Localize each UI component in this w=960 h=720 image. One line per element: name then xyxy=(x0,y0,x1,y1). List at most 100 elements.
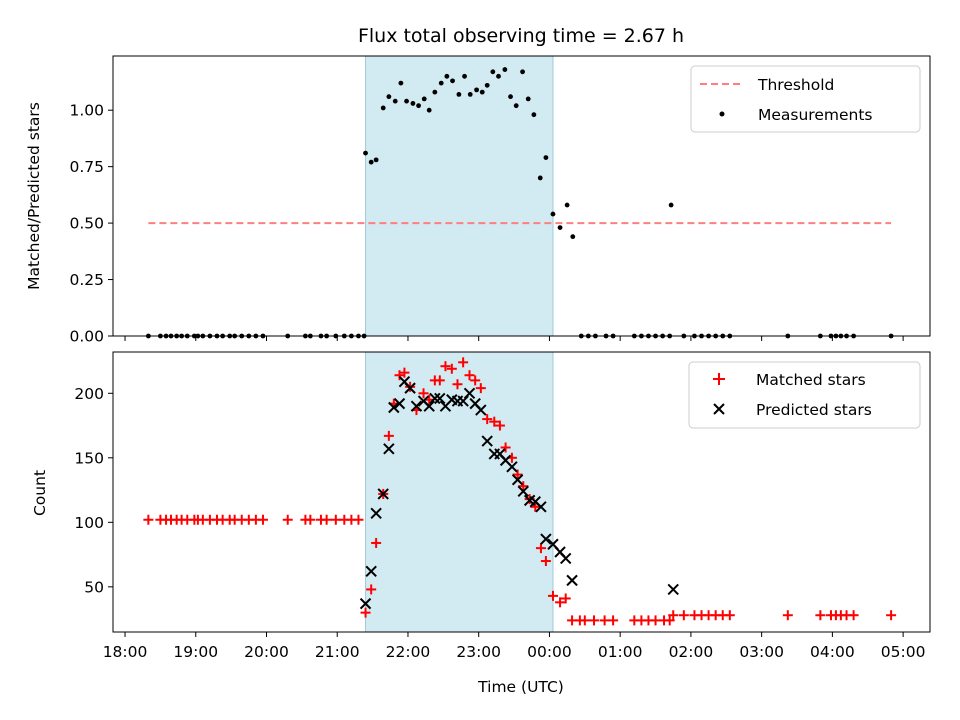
ratio-y-tick-label: 1.00 xyxy=(69,102,104,120)
measurement-point xyxy=(373,157,379,163)
x-tick-label: 02:00 xyxy=(669,643,714,661)
measurement-point xyxy=(368,159,374,165)
predicted-star-point xyxy=(535,501,547,513)
x-tick-label: 20:00 xyxy=(244,643,289,661)
count-panel-frame xyxy=(112,351,931,633)
matched-star-point xyxy=(321,514,332,525)
matched-star-point xyxy=(470,375,481,386)
predicted-star-point xyxy=(475,404,487,416)
predicted-star-point xyxy=(566,574,578,587)
matched-star-point xyxy=(724,610,735,621)
legend-matched-label: Matched stars xyxy=(756,371,866,389)
predicted-star-point xyxy=(370,507,382,519)
count-y-axis-label: Count xyxy=(31,470,49,516)
matched-star-point xyxy=(452,379,463,390)
measurement-point xyxy=(421,96,427,102)
matched-star-point xyxy=(143,514,154,525)
matched-star-point xyxy=(418,388,429,399)
predicted-star-point xyxy=(517,485,529,498)
matched-star-point xyxy=(782,610,793,621)
measurement-point xyxy=(502,67,508,72)
predicted-star-point xyxy=(383,443,395,455)
measurement-point xyxy=(564,202,570,208)
matched-star-point xyxy=(599,615,610,626)
x-tick-label: 04:00 xyxy=(810,643,855,661)
measurement-point xyxy=(520,69,525,75)
matched-star-point xyxy=(540,556,551,567)
measurement-point xyxy=(386,94,392,100)
matched-star-point xyxy=(560,593,571,604)
matched-star-point xyxy=(530,501,541,512)
predicted-star-point xyxy=(393,397,406,410)
matched-star-point xyxy=(360,607,371,618)
legend-matched-swatch xyxy=(713,373,725,385)
matched-star-point xyxy=(383,430,394,441)
measurement-point xyxy=(410,101,416,106)
matched-star-point xyxy=(608,615,619,626)
measurement-point xyxy=(484,82,490,88)
matched-star-point xyxy=(475,383,486,394)
measurement-point xyxy=(416,103,421,109)
measurement-point xyxy=(426,107,432,113)
matched-star-point xyxy=(464,370,475,381)
predicted-star-point xyxy=(423,400,435,412)
count-y-tick-label: 100 xyxy=(74,514,104,532)
measurement-point xyxy=(496,73,501,79)
matched-star-point xyxy=(489,416,500,427)
matched-star-point xyxy=(305,514,316,525)
measurement-point xyxy=(392,98,398,104)
legend-measurements-swatch xyxy=(719,111,725,117)
ratio-legend: Threshold Measurements xyxy=(690,65,921,133)
measurement-point xyxy=(668,202,674,208)
predicted-star-point xyxy=(667,583,679,596)
count-panel: 50 100 150 200 18:00 19:00 20:00 21:00 22:00 23:… xyxy=(31,351,931,696)
matched-star-point xyxy=(815,610,826,621)
matched-star-point xyxy=(579,615,590,626)
predicted-star-point xyxy=(463,387,476,399)
ratio-panel-frame xyxy=(112,55,931,337)
matched-star-point xyxy=(848,610,859,621)
measurement-point xyxy=(474,87,479,93)
predicted-star-point xyxy=(410,400,423,412)
matched-star-point xyxy=(458,357,469,368)
measurement-point xyxy=(537,175,543,181)
matched-star-point xyxy=(668,610,679,621)
measurement-point xyxy=(490,69,496,75)
matched-star-point xyxy=(678,610,689,621)
measurement-point xyxy=(570,234,576,240)
matched-star-point xyxy=(257,514,268,525)
measurement-point xyxy=(531,112,537,118)
ratio-panel: 0.00 0.25 0.50 0.75 1.00 Matched/Predicted s… xyxy=(25,55,931,346)
matched-star-point xyxy=(330,514,341,525)
predicted-star-point xyxy=(481,435,493,447)
legend-measurements-label: Measurements xyxy=(758,106,873,124)
matched-star-point xyxy=(589,615,600,626)
measurement-point xyxy=(456,91,462,97)
measurement-point xyxy=(525,96,531,102)
measurement-point xyxy=(462,73,467,79)
measurement-point xyxy=(467,91,473,97)
ratio-panel-shade xyxy=(365,55,554,337)
measurement-point xyxy=(432,89,438,95)
measurement-point xyxy=(444,73,450,79)
legend-predicted-label: Predicted stars xyxy=(756,401,872,419)
matched-star-point xyxy=(555,597,566,608)
x-tick-label: 01:00 xyxy=(598,643,643,661)
x-tick-label: 22:00 xyxy=(386,643,431,661)
legend-threshold-label: Threshold xyxy=(757,76,834,94)
measurement-point xyxy=(404,98,409,104)
measurement-point xyxy=(513,103,519,109)
predicted-star-point xyxy=(429,392,441,405)
predicted-star-point xyxy=(404,382,416,394)
matched-star-point xyxy=(512,469,523,480)
predicted-star-point xyxy=(365,565,377,578)
matched-star-point xyxy=(518,481,529,492)
ratio-y-tick-label: 0.25 xyxy=(69,271,104,289)
matched-star-point xyxy=(664,615,675,626)
x-tick-label: 05:00 xyxy=(881,643,926,661)
predicted-star-point xyxy=(434,392,446,405)
matched-star-point xyxy=(434,375,445,386)
predicted-star-point xyxy=(388,401,400,414)
count-legend: Matched stars Predicted stars xyxy=(688,361,921,429)
matched-star-point xyxy=(500,442,511,453)
